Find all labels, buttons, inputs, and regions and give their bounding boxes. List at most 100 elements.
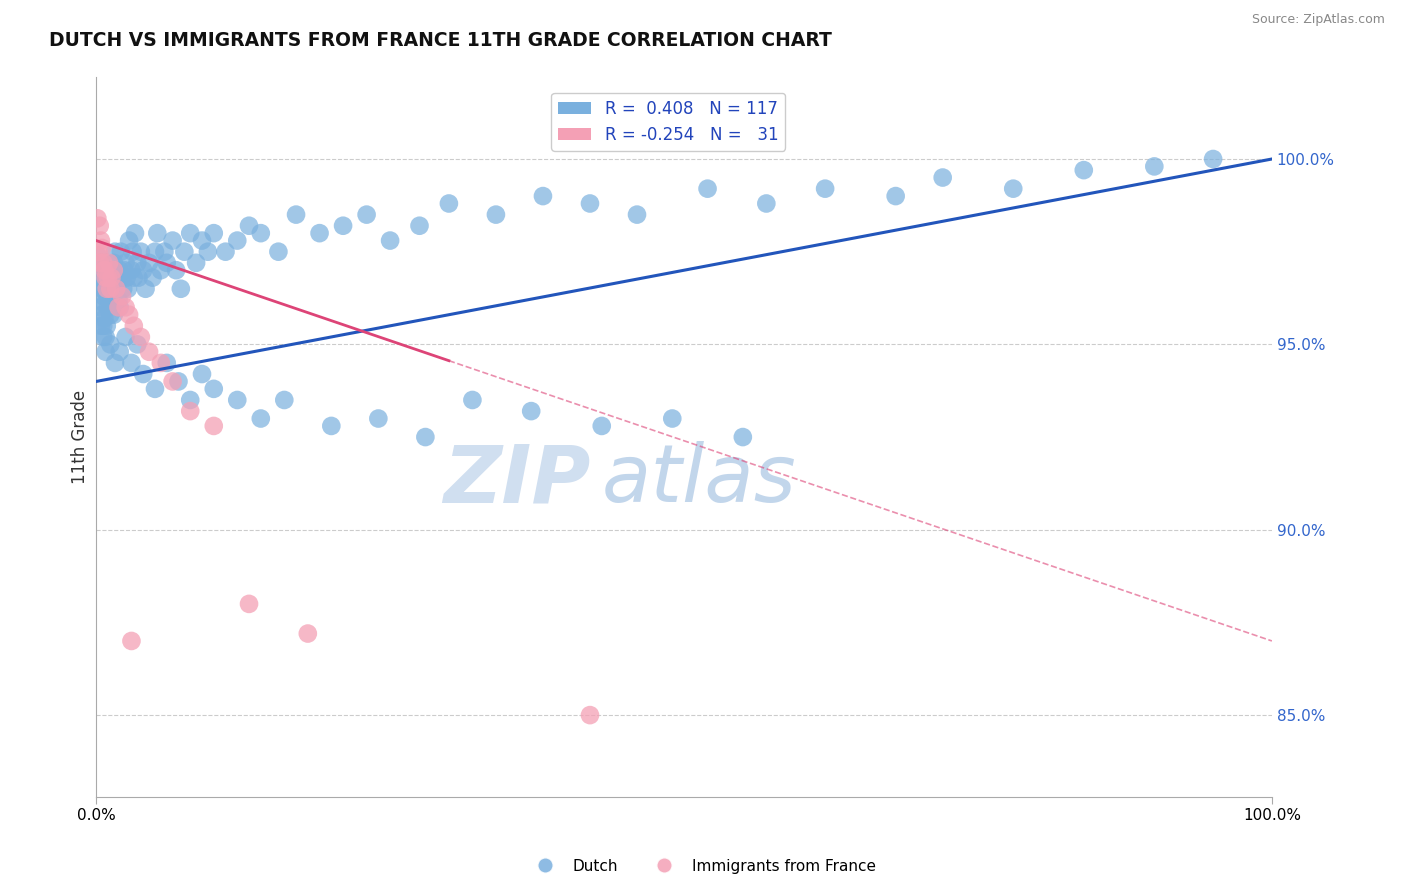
Point [214, 244, 236, 259]
Point [110, 244, 132, 259]
Point [179, 226, 201, 240]
Point [156, 256, 179, 270]
Point [146, 226, 169, 240]
Point [89, 278, 111, 293]
Point [170, 282, 193, 296]
Point [91, 330, 114, 344]
Point [1002, 182, 1025, 196]
Point [86, 211, 108, 226]
Point [87, 263, 110, 277]
Point [93, 263, 115, 277]
Point [108, 301, 131, 315]
Point [91, 282, 114, 296]
Point [184, 256, 207, 270]
Point [162, 234, 184, 248]
Point [165, 263, 187, 277]
Point [104, 356, 127, 370]
Point [89, 270, 111, 285]
Point [97, 301, 120, 315]
Point [308, 226, 330, 240]
Point [107, 301, 129, 315]
Point [238, 219, 260, 233]
Point [112, 282, 135, 296]
Point [118, 308, 141, 322]
Point [90, 301, 112, 315]
Point [101, 270, 124, 285]
Point [98, 256, 121, 270]
Point [626, 208, 648, 222]
Point [98, 293, 121, 307]
Point [98, 337, 121, 351]
Point [149, 356, 172, 370]
Point [696, 182, 718, 196]
Point [91, 289, 114, 303]
Point [297, 626, 319, 640]
Point [202, 419, 225, 434]
Point [98, 308, 121, 322]
Point [96, 318, 118, 333]
Point [238, 597, 260, 611]
Point [1143, 160, 1166, 174]
Point [273, 392, 295, 407]
Point [332, 219, 354, 233]
Point [931, 170, 953, 185]
Point [114, 256, 136, 270]
Point [89, 256, 111, 270]
Point [90, 234, 112, 248]
Point [122, 318, 145, 333]
Point [267, 244, 290, 259]
Point [91, 318, 114, 333]
Point [93, 311, 115, 326]
Point [108, 344, 131, 359]
Point [115, 270, 138, 285]
Point [179, 404, 201, 418]
Point [86, 248, 108, 262]
Point [124, 226, 146, 240]
Point [108, 263, 131, 277]
Y-axis label: 11th Grade: 11th Grade [72, 390, 89, 484]
Point [149, 263, 172, 277]
Point [173, 244, 195, 259]
Point [226, 392, 249, 407]
Point [122, 270, 145, 285]
Point [162, 375, 184, 389]
Point [93, 296, 115, 310]
Point [520, 404, 543, 418]
Point [127, 256, 149, 270]
Text: DUTCH VS IMMIGRANTS FROM FRANCE 11TH GRADE CORRELATION CHART: DUTCH VS IMMIGRANTS FROM FRANCE 11TH GRA… [49, 31, 832, 50]
Point [143, 244, 166, 259]
Point [97, 270, 120, 285]
Point [94, 270, 117, 285]
Point [91, 256, 114, 270]
Point [111, 270, 134, 285]
Point [94, 330, 117, 344]
Point [121, 244, 143, 259]
Point [249, 226, 271, 240]
Text: ZIP: ZIP [443, 442, 591, 519]
Point [755, 196, 778, 211]
Point [591, 419, 613, 434]
Point [153, 244, 176, 259]
Point [378, 234, 401, 248]
Point [100, 289, 122, 303]
Point [118, 234, 141, 248]
Point [127, 337, 149, 351]
Point [129, 244, 152, 259]
Point [100, 263, 122, 277]
Point [321, 419, 343, 434]
Point [191, 367, 214, 381]
Point [226, 234, 249, 248]
Point [197, 244, 219, 259]
Point [132, 367, 155, 381]
Point [138, 344, 160, 359]
Point [367, 411, 389, 425]
Text: atlas: atlas [602, 442, 796, 519]
Point [531, 189, 554, 203]
Point [128, 270, 150, 285]
Point [120, 263, 142, 277]
Point [167, 375, 190, 389]
Point [98, 282, 121, 296]
Point [105, 270, 128, 285]
Point [415, 430, 437, 444]
Point [135, 282, 157, 296]
